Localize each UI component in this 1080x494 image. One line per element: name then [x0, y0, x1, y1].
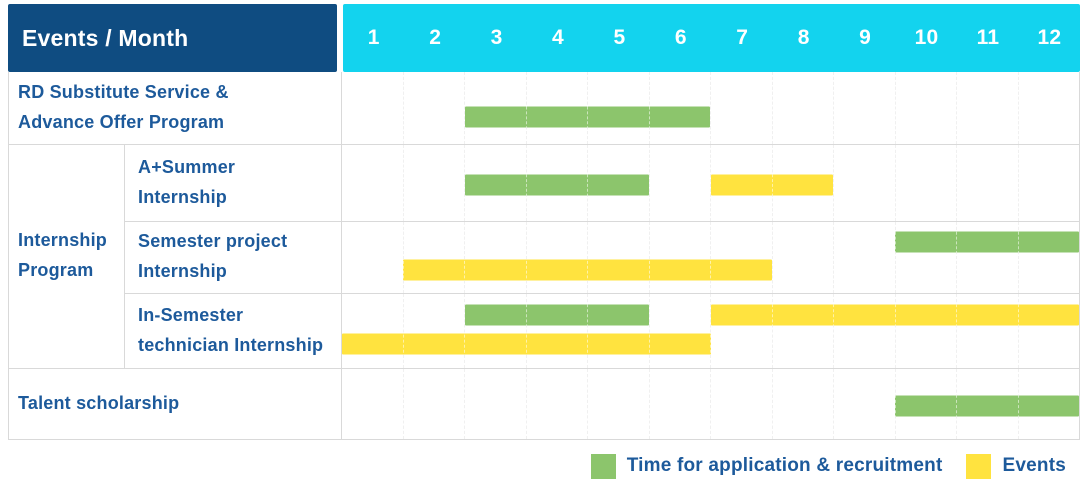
row-label-rd-substitute-service: RD Substitute Service & Advance Offer Pr… [9, 72, 342, 144]
month-tick-7: 7 [736, 26, 749, 49]
gridline-cell [464, 368, 526, 439]
gridline-cell [710, 221, 772, 293]
gridline-cell [710, 368, 772, 439]
month-tick-3: 3 [490, 26, 503, 49]
month-tick-5: 5 [613, 26, 626, 49]
legend: Time for application & recruitment Event… [590, 452, 1066, 480]
gridline-cell [648, 221, 711, 293]
gridline-cell [710, 72, 772, 144]
gridline-cell [771, 221, 834, 293]
gridline-cell [402, 72, 465, 144]
application-recruitment-bar [464, 304, 650, 326]
gridline-cell [648, 144, 711, 221]
gridline-cell [833, 72, 895, 144]
row-label-semester-project-internship: Semester project Internship [125, 221, 342, 293]
row-cells-rd-substitute-service [342, 72, 1079, 144]
gridline-cell [402, 221, 465, 293]
gridline-cell [648, 368, 711, 439]
gridline-cell [342, 145, 403, 221]
gridline-cell [342, 294, 403, 368]
month-tick-4: 4 [552, 26, 564, 49]
legend-item-events: Events [966, 453, 1066, 479]
gridline-cell [342, 222, 403, 293]
gridline-cell [402, 293, 465, 368]
gridline-cell [833, 144, 895, 221]
gridline-cell [771, 72, 834, 144]
month-tick-9: 9 [859, 26, 872, 49]
row-in-semester-technician-internship: In-Semester technician Internship [125, 293, 1079, 368]
row-talent-scholarship: Talent scholarship [9, 368, 1079, 440]
legend-label-application: Time for application & recruitment [626, 455, 943, 476]
gridline-cell [464, 221, 526, 293]
gridline-cell [894, 72, 957, 144]
month-header: 1 2 3 4 5 6 7 8 9 10 11 12 [343, 4, 1080, 72]
application-recruitment-bar [464, 174, 650, 196]
legend-label-events: Events [1002, 455, 1066, 476]
legend-swatch-green [590, 453, 616, 479]
internship-subrows: A+Summer Internship Semester project Int… [125, 144, 1080, 368]
gridline-cell [402, 368, 465, 439]
gridline-cell [1017, 72, 1080, 144]
month-tick-10: 10 [914, 26, 939, 49]
row-rd-substitute-service: RD Substitute Service & Advance Offer Pr… [9, 72, 1079, 145]
gridline-cell [402, 144, 465, 221]
gridline-cell [956, 72, 1018, 144]
gridline-cell [771, 368, 834, 439]
row-cells-semester-project-internship [342, 221, 1079, 293]
events-bar [342, 333, 711, 355]
gridline-cell [956, 144, 1018, 221]
gridline-cell [833, 368, 895, 439]
month-tick-2: 2 [429, 26, 442, 49]
header-title: Events / Month [8, 4, 337, 72]
schedule-table: RD Substitute Service & Advance Offer Pr… [8, 72, 1080, 440]
gridline-cell [894, 144, 957, 221]
events-bar [710, 304, 1079, 326]
events-bar [403, 259, 772, 281]
row-label-a-plus-summer-internship: A+Summer Internship [125, 144, 342, 221]
row-a-plus-summer-internship: A+Summer Internship [125, 144, 1080, 222]
month-tick-12: 12 [1037, 26, 1062, 49]
month-gridlines [342, 72, 1079, 144]
gridline-cell [342, 369, 403, 440]
application-recruitment-bar [894, 395, 1079, 417]
month-tick-11: 11 [976, 26, 1000, 49]
row-label-in-semester-technician-internship: In-Semester technician Internship [125, 293, 342, 368]
row-label-talent-scholarship: Talent scholarship [9, 368, 342, 439]
group-label-internship-program: Internship Program [9, 144, 125, 368]
gridline-cell [1017, 144, 1080, 221]
row-semester-project-internship: Semester project Internship [125, 221, 1079, 294]
group-internship-program: Internship Program A+Summer Internship S… [9, 144, 1080, 369]
application-recruitment-bar [894, 231, 1079, 253]
gridline-cell [587, 221, 649, 293]
month-tick-6: 6 [674, 26, 687, 49]
row-cells-a-plus-summer-internship [342, 144, 1080, 221]
gridline-cell [587, 368, 649, 439]
gridline-cell [648, 293, 711, 368]
legend-swatch-yellow [966, 453, 992, 479]
gridline-cell [833, 221, 895, 293]
gridline-cell [525, 221, 588, 293]
gridline-cell [342, 72, 403, 144]
row-cells-in-semester-technician-internship [342, 293, 1079, 368]
row-cells-talent-scholarship [342, 368, 1079, 440]
events-bar [710, 174, 834, 196]
application-recruitment-bar [464, 106, 711, 128]
legend-item-application: Time for application & recruitment [590, 453, 943, 479]
gridline-cell [525, 368, 588, 439]
month-tick-8: 8 [797, 26, 810, 49]
month-tick-1: 1 [367, 26, 380, 49]
